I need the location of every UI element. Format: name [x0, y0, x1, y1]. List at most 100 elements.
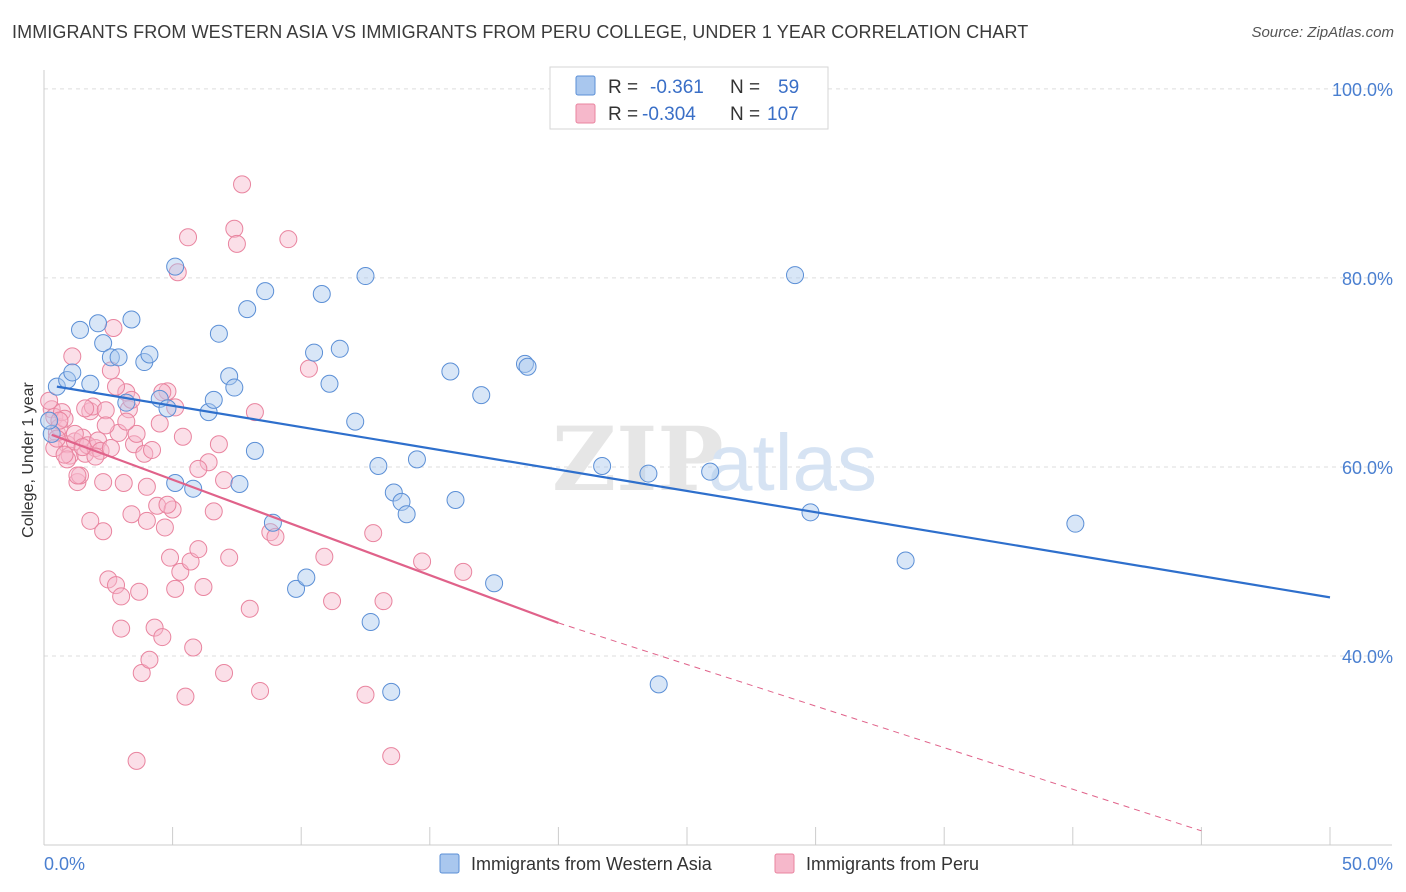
y-tick-labels: 40.0% 60.0% 80.0% 100.0%	[1332, 80, 1393, 667]
trend-lines	[51, 385, 1331, 832]
peru-point-63	[225, 219, 244, 238]
peru-point-90	[96, 416, 115, 435]
peru-point-27	[112, 587, 131, 606]
peru-point-73	[315, 547, 334, 566]
peru-point-88	[58, 450, 77, 469]
western-asia-point-43	[441, 362, 460, 381]
western-asia-point-49	[593, 457, 612, 476]
peru-point-25	[107, 576, 126, 595]
peru-point-91	[117, 412, 136, 431]
peru-point-31	[122, 505, 141, 524]
peru-point-102	[189, 459, 208, 478]
peru-point-38	[140, 650, 159, 669]
peru-point-79	[413, 552, 432, 571]
legend-r-value-0: -0.361	[650, 77, 704, 98]
peru-point-80	[454, 562, 473, 581]
peru-point-71	[279, 230, 298, 249]
peru-point-53	[179, 228, 198, 247]
western-asia-point-44	[446, 491, 465, 510]
series-western-asia-points	[40, 257, 1085, 701]
western-asia-point-31	[312, 284, 331, 303]
western-asia-point-30	[305, 343, 324, 362]
y-tick-label-1: 60.0%	[1342, 458, 1393, 478]
peru-point-41	[148, 496, 167, 515]
x-tick-label-1: 50.0%	[1342, 854, 1393, 874]
western-asia-point-46	[485, 574, 504, 593]
peru-point-3	[50, 418, 69, 437]
western-asia-point-5	[89, 314, 108, 333]
peru-point-78	[382, 747, 401, 766]
peru-point-58	[199, 453, 218, 472]
western-asia-point-42	[407, 450, 426, 469]
peru-point-33	[127, 424, 146, 443]
western-asia-point-4	[81, 374, 100, 393]
peru-point-8	[63, 347, 82, 366]
peru-point-24	[104, 319, 123, 338]
y-tick-label-3: 100.0%	[1332, 80, 1393, 100]
western-asia-point-3	[71, 320, 90, 339]
peru-point-103	[215, 471, 234, 490]
western-asia-point-58	[40, 411, 59, 430]
peru-point-82	[50, 411, 69, 430]
peru-point-70	[266, 527, 285, 546]
peru-point-65	[233, 175, 252, 194]
western-asia-point-17	[184, 479, 203, 498]
peru-point-37	[137, 511, 156, 530]
western-asia-point-32	[320, 374, 339, 393]
legend-bottom: Immigrants from Western Asia Immigrants …	[439, 853, 979, 874]
chart-title: IMMIGRANTS FROM WESTERN ASIA VS IMMIGRAN…	[12, 22, 1029, 42]
western-asia-point-28	[287, 579, 306, 598]
peru-point-66	[240, 599, 259, 618]
peru-point-85	[94, 473, 113, 492]
peru-point-35	[132, 663, 151, 682]
peru-point-15	[81, 402, 100, 421]
western-asia-point-2	[63, 363, 82, 382]
peru-point-40	[145, 618, 164, 637]
legend-r-label-0: R =	[608, 77, 638, 98]
trend-line-peru	[51, 433, 559, 624]
bottom-legend-label-1: Immigrants from Peru	[806, 854, 979, 874]
peru-point-28	[114, 474, 133, 493]
peru-point-43	[153, 628, 172, 647]
peru-point-64	[227, 234, 246, 253]
peru-point-74	[323, 592, 342, 611]
western-asia-point-55	[896, 551, 915, 570]
western-asia-point-52	[701, 462, 720, 481]
peru-point-72	[299, 359, 318, 378]
western-asia-point-57	[42, 424, 61, 443]
bottom-legend-label-0: Immigrants from Western Asia	[471, 854, 713, 874]
trend-line-peru-extension	[558, 622, 1202, 832]
peru-point-77	[374, 592, 393, 611]
peru-point-76	[364, 524, 383, 543]
western-asia-point-26	[256, 282, 275, 301]
watermark-zip: ZIP	[552, 407, 724, 511]
peru-point-61	[215, 663, 234, 682]
peru-point-100	[137, 477, 156, 496]
western-asia-point-24	[238, 300, 257, 319]
legend-n-value-0: 59	[778, 77, 799, 98]
western-asia-point-14	[158, 399, 177, 418]
western-asia-point-33	[330, 339, 349, 358]
trend-line-western-asia	[56, 385, 1331, 599]
legend-swatch-pink	[575, 103, 596, 124]
bottom-legend-swatch-blue	[439, 853, 460, 874]
western-asia-point-23	[230, 474, 249, 493]
western-asia-point-21	[220, 367, 239, 386]
western-asia-point-45	[472, 386, 491, 405]
peru-point-34	[130, 582, 149, 601]
peru-point-52	[176, 687, 195, 706]
peru-point-89	[76, 399, 95, 418]
western-asia-point-19	[204, 390, 223, 409]
western-asia-point-6	[94, 334, 113, 353]
western-asia-point-36	[361, 612, 380, 631]
peru-point-42	[150, 414, 169, 433]
peru-point-68	[251, 681, 270, 700]
peru-point-101	[158, 495, 177, 514]
western-asia-point-37	[369, 457, 388, 476]
peru-point-39	[143, 440, 162, 459]
peru-point-95	[55, 445, 74, 464]
peru-point-44	[155, 518, 174, 537]
western-asia-point-53	[786, 266, 805, 285]
peru-point-23	[101, 361, 120, 380]
peru-point-75	[356, 685, 375, 704]
